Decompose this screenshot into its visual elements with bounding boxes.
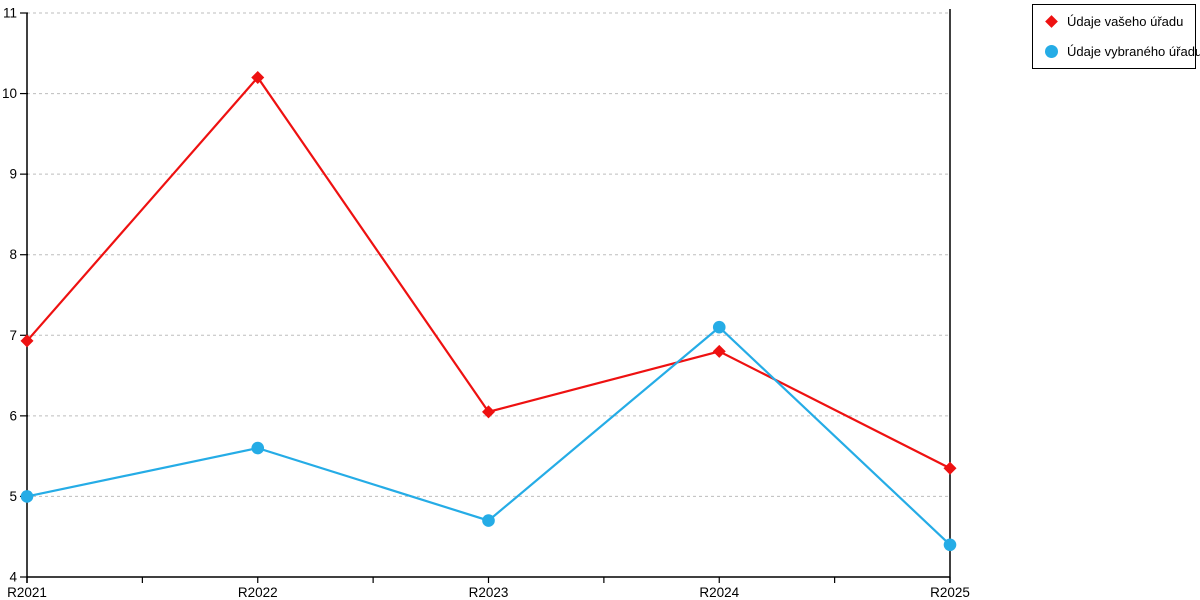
legend-item-selected-office: Údaje vybraného úřadu (1045, 44, 1200, 59)
x-tick-label: R2024 (699, 585, 739, 600)
x-tick-label: R2023 (469, 585, 509, 600)
data-point-circle (943, 538, 957, 552)
y-tick-label: 5 (9, 489, 17, 504)
data-point-circle (251, 441, 265, 455)
x-tick-label: R2021 (7, 585, 47, 600)
data-point-diamond (943, 461, 957, 475)
data-point-circle (482, 514, 495, 527)
data-point-circle (712, 320, 726, 334)
blue-circle-icon (1045, 45, 1058, 58)
x-tick-label: R2022 (238, 585, 278, 600)
legend: Údaje vašeho úřadu Údaje vybraného úřadu (1032, 4, 1200, 69)
data-point-diamond (251, 70, 265, 84)
y-tick-label: 4 (9, 570, 17, 585)
y-tick-label: 11 (3, 6, 17, 21)
y-tick-label: 7 (9, 328, 17, 343)
legend-item-your-office: Údaje vašeho úřadu (1045, 14, 1189, 29)
data-point-diamond (20, 334, 34, 348)
legend-label-your-office: Údaje vašeho úřadu (1067, 14, 1184, 29)
y-tick-label: 6 (9, 408, 17, 423)
data-point-circle (20, 490, 34, 503)
data-point-diamond (482, 405, 495, 419)
x-tick-label: R2025 (930, 585, 970, 600)
y-tick-label: 9 (9, 167, 17, 182)
red-diamond-icon (1045, 15, 1058, 28)
series-line (26, 325, 951, 546)
legend-label-selected-office: Údaje vybraného úřadu (1067, 44, 1200, 59)
y-tick-label: 8 (9, 247, 17, 262)
y-tick-label: 10 (2, 86, 17, 101)
data-point-diamond (712, 344, 726, 358)
